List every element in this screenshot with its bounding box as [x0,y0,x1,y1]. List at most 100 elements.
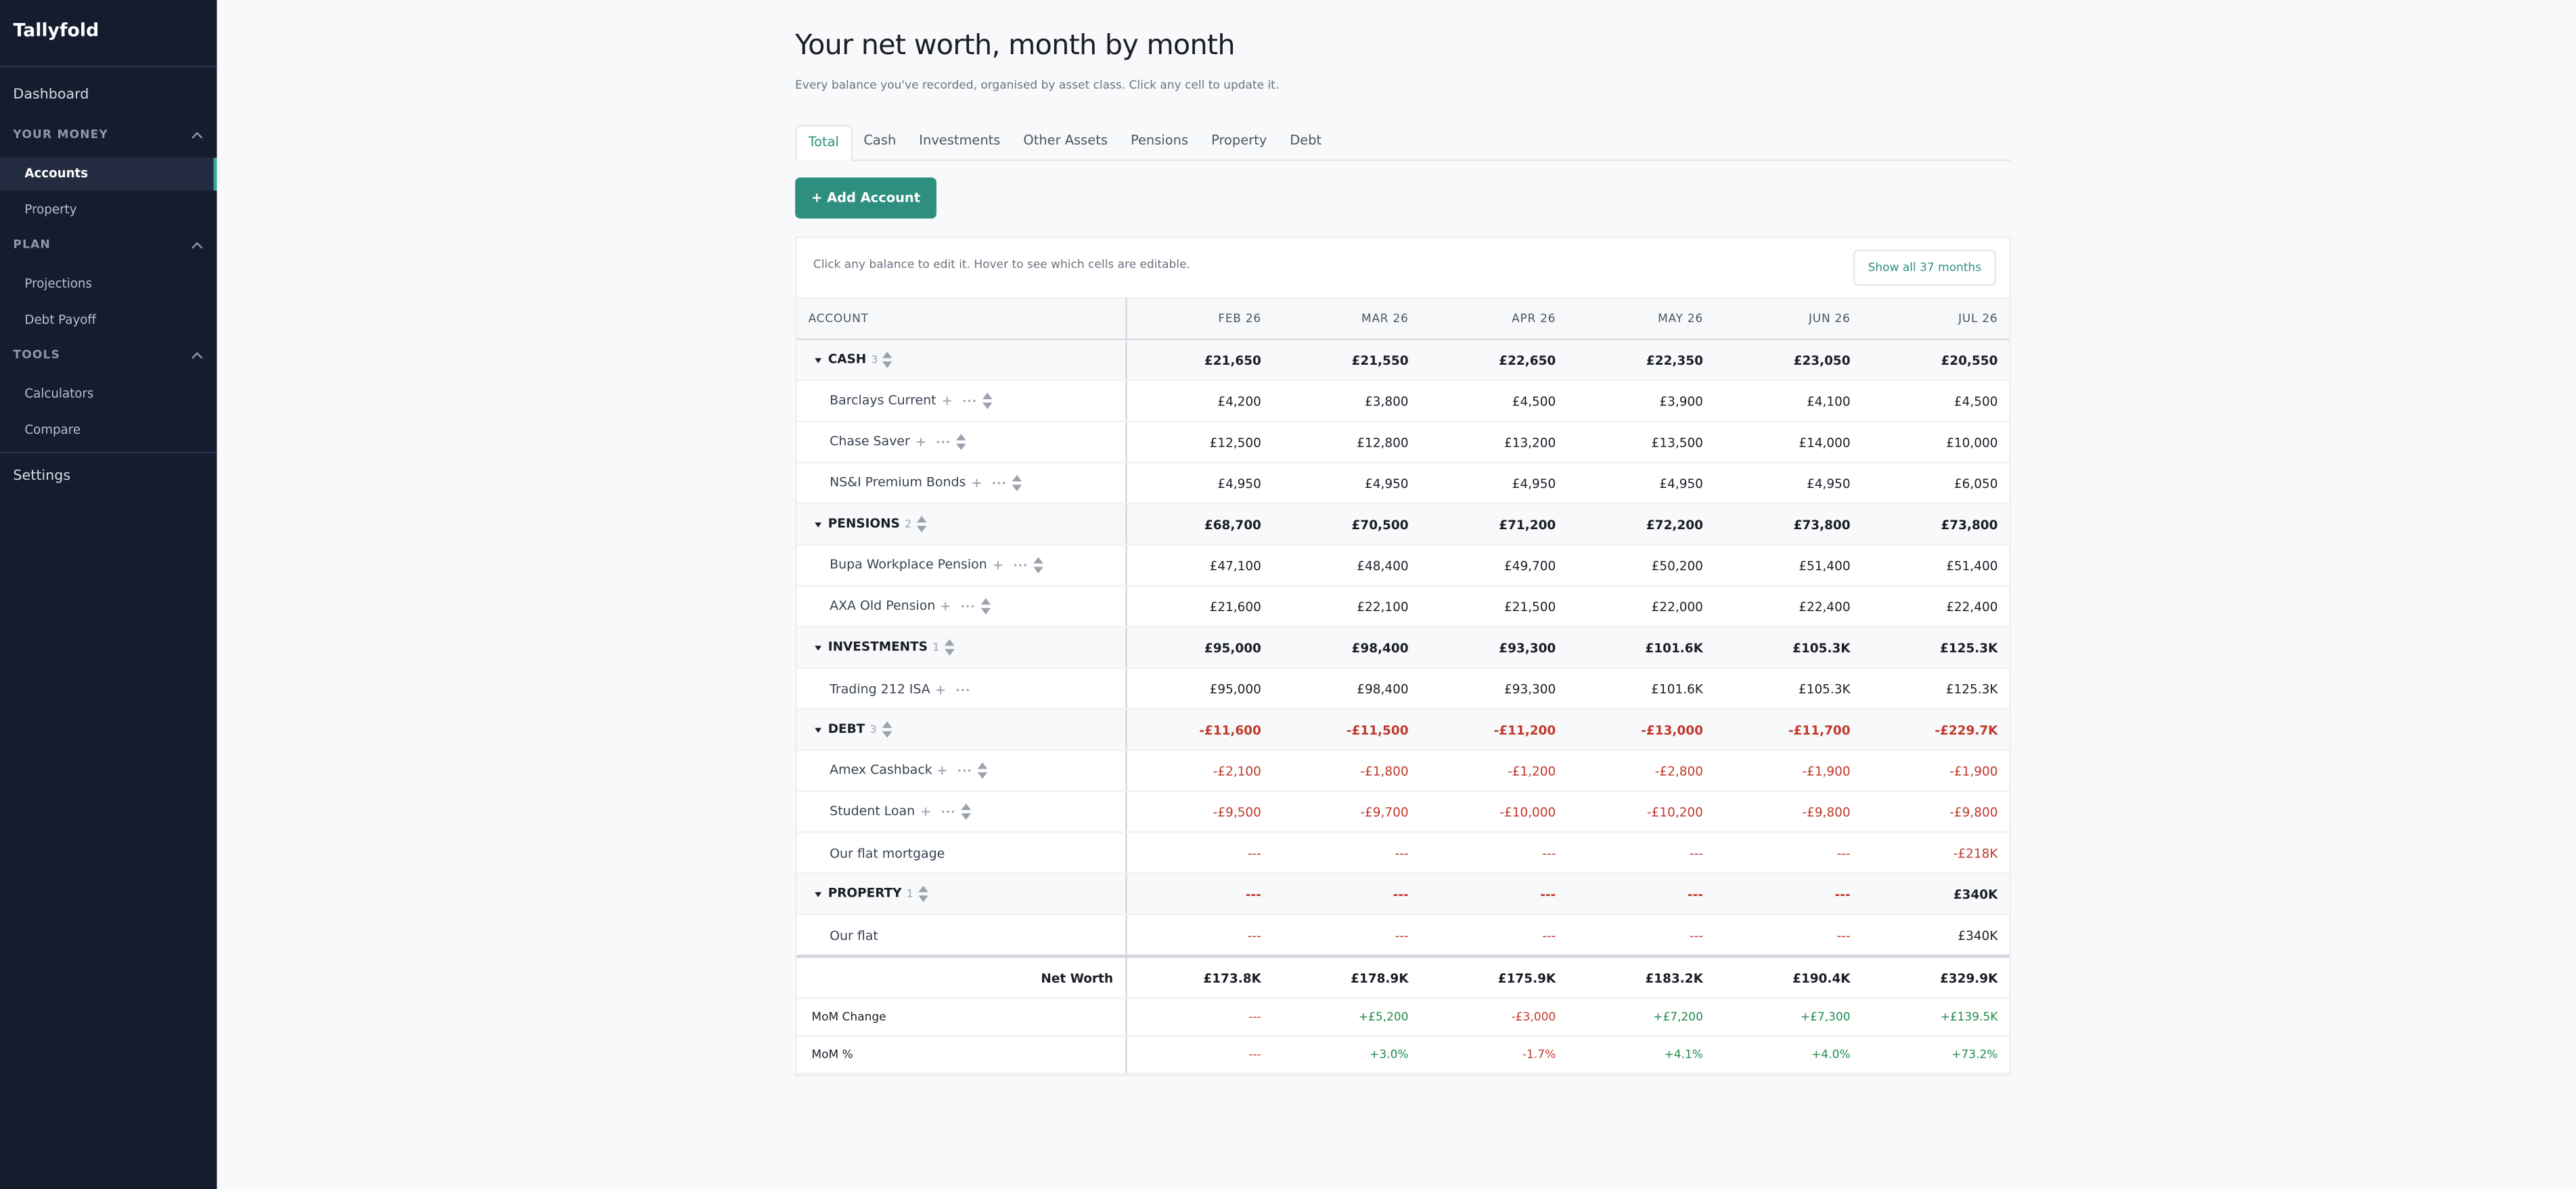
balance-cell[interactable]: --- [1125,832,1273,874]
sort-icon[interactable] [881,721,892,738]
balance-cell[interactable]: £12,800 [1272,421,1420,464]
balance-cell[interactable]: £14,000 [1714,421,1862,464]
sort-icon[interactable] [982,392,993,409]
balance-cell[interactable]: £4,950 [1567,462,1715,505]
balance-cell[interactable]: £47,100 [1125,544,1273,587]
balance-cell[interactable]: --- [1272,914,1420,958]
collapse-caret[interactable] [815,356,821,364]
balance-cell[interactable]: -£1,900 [1714,750,1862,792]
balance-cell[interactable]: -£11,500 [1272,709,1420,751]
balance-cell[interactable]: -£9,500 [1125,791,1273,833]
balance-cell[interactable]: £22,100 [1272,585,1420,628]
balance-cell[interactable]: --- [1272,873,1420,916]
balance-cell[interactable]: £21,650 [1125,339,1273,382]
show-all-button[interactable]: Show all 37 months [1853,250,1997,286]
balance-cell[interactable]: £13,200 [1420,421,1568,464]
tab[interactable]: Investments [919,133,1001,148]
balance-cell[interactable]: £70,500 [1272,503,1420,546]
balance-cell[interactable]: £51,400 [1861,544,2010,587]
balance-cell[interactable]: -£9,800 [1714,791,1862,833]
balance-cell[interactable]: £3,800 [1272,380,1420,422]
nav-item[interactable]: Calculators [24,386,94,401]
balance-cell[interactable]: £4,500 [1861,380,2010,422]
sort-icon[interactable] [978,762,989,779]
balance-cell[interactable]: --- [1420,832,1568,874]
balance-cell[interactable]: £4,500 [1420,380,1568,422]
sort-icon[interactable] [961,803,971,820]
tab[interactable]: Other Assets [1023,133,1108,148]
balance-cell[interactable]: £101.6K [1567,627,1715,669]
balance-cell[interactable]: -£229.7K [1861,709,2010,751]
balance-cell[interactable]: -£10,200 [1567,791,1715,833]
sort-icon[interactable] [1012,474,1022,491]
balance-cell[interactable]: £98,400 [1272,667,1420,710]
nav-item[interactable]: Property [24,201,77,217]
tab[interactable]: Total [795,125,853,161]
balance-cell[interactable]: £13,500 [1567,421,1715,464]
balance-cell[interactable]: £72,200 [1567,503,1715,546]
collapse-caret[interactable] [815,520,821,528]
collapse-caret[interactable] [815,725,821,734]
tab[interactable]: Cash [863,133,897,148]
balance-cell[interactable]: --- [1567,873,1715,916]
balance-cell[interactable]: £125.3K [1861,627,2010,669]
balance-cell[interactable]: £105.3K [1714,627,1862,669]
collapse-icon[interactable] [191,350,204,360]
balance-cell[interactable]: £125.3K [1861,667,2010,710]
balance-cell[interactable]: £50,200 [1567,544,1715,587]
balance-cell[interactable]: --- [1420,873,1568,916]
balance-cell[interactable]: £22,400 [1714,585,1862,628]
balance-cell[interactable]: £73,800 [1861,503,2010,546]
section-title[interactable]: PLAN [13,238,204,251]
balance-cell[interactable]: £95,000 [1125,667,1273,710]
collapse-caret[interactable] [815,644,821,652]
balance-cell[interactable]: £93,300 [1420,627,1568,669]
balance-cell[interactable]: £21,550 [1272,339,1420,382]
balance-cell[interactable]: --- [1272,832,1420,874]
section-title[interactable]: TOOLS [13,349,204,361]
balance-cell[interactable]: -£11,200 [1420,709,1568,751]
balance-cell[interactable]: £22,400 [1861,585,2010,628]
nav-item[interactable]: Dashboard [13,87,89,104]
row-actions[interactable] [941,395,977,407]
balance-cell[interactable]: --- [1420,914,1568,958]
balance-cell[interactable]: --- [1567,914,1715,958]
add-account-button[interactable]: + Add Account [795,177,936,219]
balance-cell[interactable]: £22,650 [1420,339,1568,382]
balance-cell[interactable]: £93,300 [1420,667,1568,710]
balance-cell[interactable]: £73,800 [1714,503,1862,546]
balance-cell[interactable]: £101.6K [1567,667,1715,710]
balance-cell[interactable]: -£218K [1861,832,2010,874]
balance-cell[interactable]: £4,100 [1714,380,1862,422]
balance-cell[interactable]: -£10,000 [1420,791,1568,833]
balance-cell[interactable]: £49,700 [1420,544,1568,587]
balance-cell[interactable]: -£11,600 [1125,709,1273,751]
balance-cell[interactable]: £6,050 [1861,462,2010,505]
balance-cell[interactable]: £21,500 [1420,585,1568,628]
balance-cell[interactable]: -£1,200 [1420,750,1568,792]
balance-cell[interactable]: £95,000 [1125,627,1273,669]
nav-item[interactable]: Settings [13,468,71,485]
sort-icon[interactable] [916,516,926,533]
balance-cell[interactable]: -£2,100 [1125,750,1273,792]
balance-cell[interactable]: £12,500 [1125,421,1273,464]
nav-item[interactable]: Debt Payoff [24,311,96,326]
balance-cell[interactable]: --- [1714,873,1862,916]
collapse-caret[interactable] [815,890,821,898]
balance-cell[interactable]: £4,950 [1125,462,1273,505]
row-actions[interactable] [920,805,955,818]
tab[interactable]: Pensions [1130,133,1189,148]
balance-cell[interactable]: £4,950 [1272,462,1420,505]
balance-cell[interactable]: £3,900 [1567,380,1715,422]
balance-cell[interactable]: £48,400 [1272,544,1420,587]
balance-cell[interactable]: --- [1125,914,1273,958]
balance-cell[interactable]: £20,550 [1861,339,2010,382]
balance-cell[interactable]: £4,200 [1125,380,1273,422]
nav-item[interactable]: Compare [24,421,81,436]
balance-cell[interactable]: --- [1714,914,1862,958]
balance-cell[interactable]: -£9,800 [1861,791,2010,833]
balance-cell[interactable]: -£13,000 [1567,709,1715,751]
row-actions[interactable] [941,600,976,612]
section-title[interactable]: YOUR MONEY [13,128,204,141]
row-actions[interactable] [915,435,951,448]
